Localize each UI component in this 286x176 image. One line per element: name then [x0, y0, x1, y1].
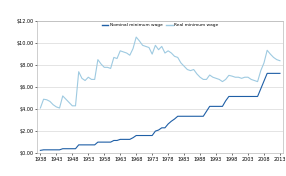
Legend: Nominal minimum wage, Real minimum wage: Nominal minimum wage, Real minimum wage: [102, 23, 219, 27]
